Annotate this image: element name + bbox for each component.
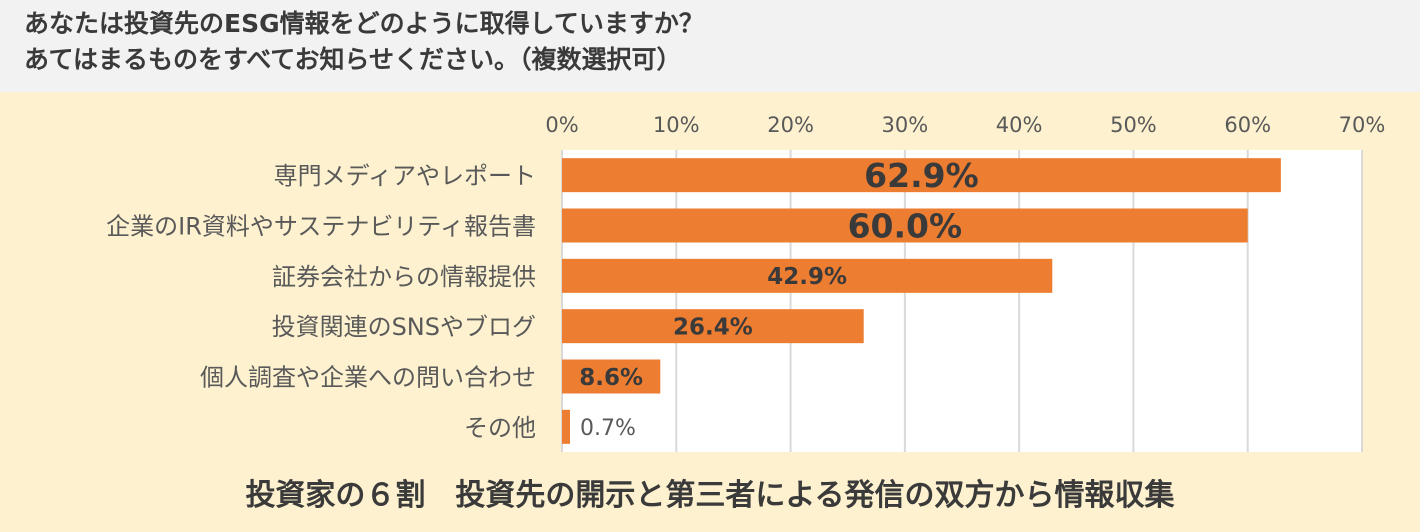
- question-line-2: あてはまるものをすべてお知らせください。（複数選択可）: [24, 45, 682, 74]
- x-tick-label: 60%: [1224, 113, 1271, 137]
- x-tick-label: 0%: [545, 113, 578, 137]
- x-tick-label: 30%: [882, 113, 929, 137]
- value-label: 42.9%: [767, 264, 847, 290]
- bar: [562, 409, 570, 444]
- x-tick-label: 20%: [767, 113, 814, 137]
- bar: [562, 309, 864, 344]
- x-tick-label: 40%: [996, 113, 1043, 137]
- value-label: 0.7%: [580, 416, 636, 441]
- bar: [562, 258, 1053, 293]
- value-label: 26.4%: [673, 314, 753, 340]
- bar: [562, 359, 661, 394]
- question-line-1: あなたは投資先のESG情報をどのように取得していますか？: [24, 9, 704, 38]
- value-label: 62.9%: [864, 156, 979, 195]
- value-label: 60.0%: [848, 206, 963, 245]
- bar: [562, 208, 1248, 243]
- question-header: あなたは投資先のESG情報をどのように取得していますか？ あてはまるものをすべて…: [0, 0, 1420, 92]
- category-label: 投資関連のSNSやブログ: [272, 313, 536, 341]
- x-tick-label: 10%: [653, 113, 700, 137]
- bar-chart: 0% 10% 20% 30% 40% 50% 60% 70% 専門メディアやレポート 62.9% 企…: [106, 113, 1386, 452]
- category-label: 企業のIR資料やサステナビリティ報告書: [106, 213, 536, 241]
- category-label: 証券会社からの情報提供: [272, 263, 536, 291]
- summary-caption: 投資家の６割 投資先の開示と第三者による発信の双方から情報収集: [245, 478, 1175, 513]
- category-label: その他: [464, 414, 536, 442]
- x-tick-label: 70%: [1339, 113, 1386, 137]
- plot-area: [562, 150, 1362, 452]
- bar: [562, 158, 1281, 193]
- x-tick-label: 50%: [1110, 113, 1157, 137]
- category-label: 個人調査や企業への問い合わせ: [200, 364, 536, 392]
- category-label: 専門メディアやレポート: [274, 162, 536, 190]
- value-label: 8.6%: [579, 365, 643, 391]
